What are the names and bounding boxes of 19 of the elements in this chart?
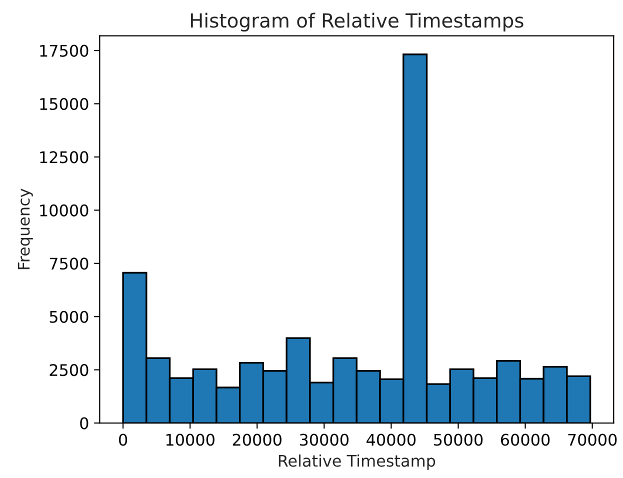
y-tick-label: 2500 <box>50 364 88 376</box>
y-tick-label: 0 <box>80 417 88 430</box>
x-tick-label: 0 <box>119 434 128 446</box>
x-tick-label: 70000 <box>568 434 617 446</box>
y-tick-label: 15000 <box>40 98 88 110</box>
x-tick-label: 60000 <box>500 434 550 446</box>
x-tick-label: 50000 <box>434 434 483 446</box>
y-tick-label: 10000 <box>40 204 88 216</box>
x-tick-label: 20000 <box>232 434 282 446</box>
x-tick-label: 30000 <box>300 434 348 446</box>
chart-title: Histogram of Relative Timestamps <box>190 12 524 32</box>
x-axis-title: Relative Timestamp <box>278 454 436 470</box>
x-tick-label: 40000 <box>366 434 416 446</box>
y-axis-title: Frequency <box>18 188 33 270</box>
x-tick-label: 10000 <box>166 434 214 446</box>
y-tick-label: 5000 <box>50 310 88 323</box>
y-tick-label: 7500 <box>50 258 88 270</box>
y-tick-label: 17500 <box>40 44 88 57</box>
y-tick-label: 12500 <box>40 151 88 164</box>
